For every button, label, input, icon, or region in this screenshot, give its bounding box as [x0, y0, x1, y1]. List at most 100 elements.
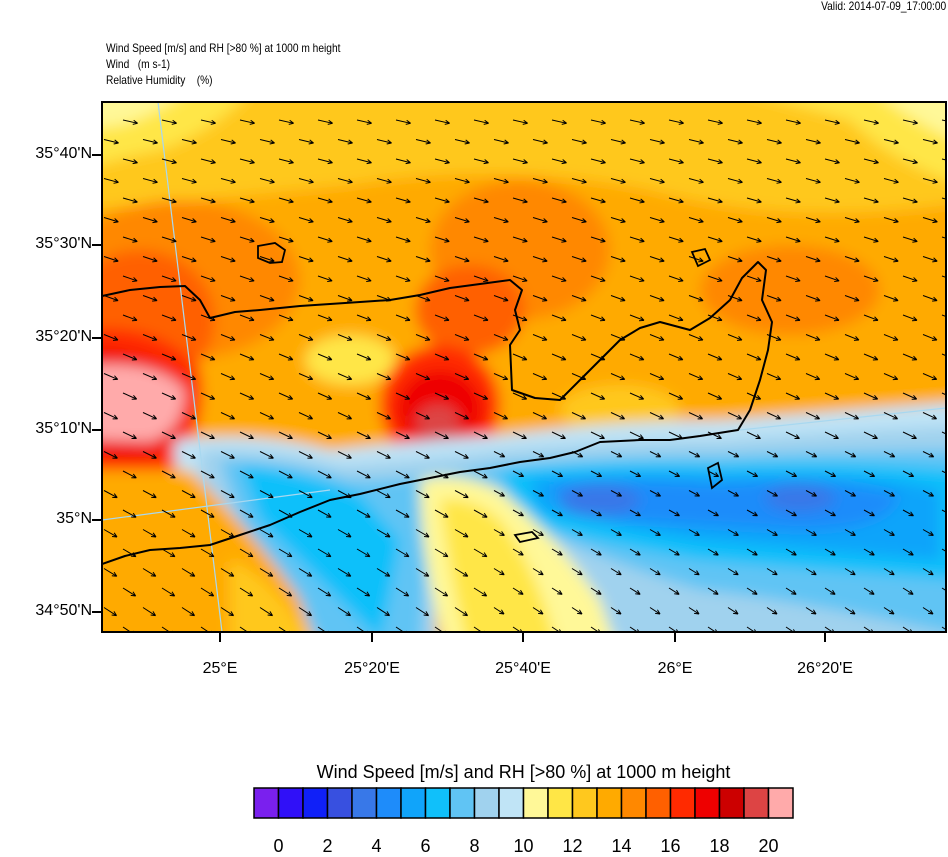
wind-arrow: [317, 509, 332, 518]
wind-arrow: [785, 236, 801, 243]
wind-arrow: [337, 256, 353, 263]
wind-arrow: [922, 334, 938, 341]
wind-arrow: [376, 607, 391, 617]
wind-arrow: [883, 295, 899, 302]
wind-arrow: [532, 451, 545, 458]
wind-arrow: [746, 509, 758, 517]
wind-arrow: [434, 470, 449, 479]
wind-arrow: [278, 275, 294, 282]
wind-arrow: [785, 314, 801, 322]
wind-arrow: [863, 431, 878, 440]
wind-arrow: [220, 334, 236, 341]
wind-arrow: [688, 607, 700, 615]
wind-arrow: [103, 607, 118, 617]
wind-arrow: [454, 295, 470, 302]
wind-arrow: [629, 236, 645, 243]
wind-arrow: [122, 353, 138, 361]
wind-arrow: [454, 412, 469, 420]
wind-arrow: [551, 470, 564, 478]
colorbar-tick-label: 16: [660, 836, 681, 856]
wind-arrow: [863, 353, 879, 361]
wind-arrow: [259, 607, 274, 617]
wind-arrow: [512, 314, 528, 322]
wind-arrow: [317, 197, 333, 204]
wind-arrow: [844, 568, 856, 576]
wind-arrow: [298, 451, 313, 459]
wind-arrow: [473, 314, 489, 322]
wind-arrow: [317, 158, 333, 165]
wind-arrow: [122, 392, 138, 400]
wind-arrow: [610, 334, 626, 341]
colorbar-tick-label: 6: [420, 836, 431, 856]
wind-arrow: [376, 256, 392, 263]
wind-arrow: [142, 373, 158, 381]
wind-arrow: [668, 431, 683, 440]
wind-arrow: [395, 470, 410, 479]
colorbar-swatch: [547, 787, 574, 819]
wind-arrow: [824, 197, 840, 204]
wind-arrow: [727, 607, 739, 615]
wind-arrow: [473, 431, 488, 440]
wind-arrow: [298, 334, 314, 341]
wind-arrow: [629, 158, 645, 165]
wind-arrow: [551, 392, 567, 400]
wind-arrow: [727, 490, 739, 497]
wind-arrow: [610, 607, 622, 615]
wind-arrow: [415, 607, 430, 617]
wind-arrow: [727, 412, 742, 420]
wind-arrow: [883, 178, 899, 184]
wind-arrow: [278, 119, 294, 125]
wind-arrow: [844, 139, 860, 145]
wind-arrow: [532, 529, 544, 536]
wind-arrow: [142, 529, 157, 538]
wind-arrow: [551, 158, 567, 165]
wind-arrow: [493, 217, 509, 224]
wind-arrow: [883, 412, 898, 420]
wind-arrow: [688, 217, 704, 224]
wind-arrow: [746, 314, 762, 322]
colorbar-swatch: [718, 787, 745, 819]
wind-arrow: [161, 197, 177, 204]
wind-arrow: [610, 217, 626, 224]
wind-arrow: [629, 314, 645, 322]
wind-arrow: [415, 529, 430, 538]
wind-arrow: [532, 178, 548, 184]
wind-arrow: [863, 119, 879, 125]
wind-arrow: [103, 373, 119, 381]
wind-arrow: [298, 568, 313, 577]
wind-arrow: [356, 470, 371, 479]
wind-arrow: [902, 431, 917, 440]
wind-arrow: [512, 587, 524, 595]
wind-arrow: [376, 529, 391, 538]
wind-arrow: [668, 587, 680, 595]
wind-arrow: [473, 509, 488, 518]
colorbar-tick-label: 18: [709, 836, 730, 856]
wind-arrow: [259, 451, 274, 459]
wind-arrow: [551, 548, 563, 556]
wind-arrow: [863, 197, 879, 204]
wind-arrow: [103, 217, 119, 224]
wind-arrow: [337, 607, 352, 617]
wind-arrow: [941, 431, 946, 435]
wind-arrow: [278, 392, 294, 400]
wind-arrow: [610, 451, 623, 458]
wind-arrow: [142, 568, 157, 577]
wind-arrow: [805, 256, 821, 263]
coastline: [102, 261, 773, 565]
wind-arrow: [902, 353, 918, 361]
colorbar-swatch: [326, 787, 353, 819]
wind-arrow: [571, 295, 587, 302]
wind-arrow: [278, 158, 294, 165]
wind-arrow: [668, 548, 680, 556]
wind-arrow: [142, 256, 158, 263]
wind-arrow: [824, 119, 840, 125]
wind-arrow: [181, 139, 197, 145]
wind-arrow: [785, 353, 801, 361]
wind-arrow: [161, 236, 177, 243]
wind-arrow: [727, 178, 743, 184]
wind-arrow: [122, 236, 138, 243]
wind-arrow: [298, 607, 313, 617]
wind-arrow: [454, 607, 469, 617]
wind-arrow: [551, 197, 567, 204]
